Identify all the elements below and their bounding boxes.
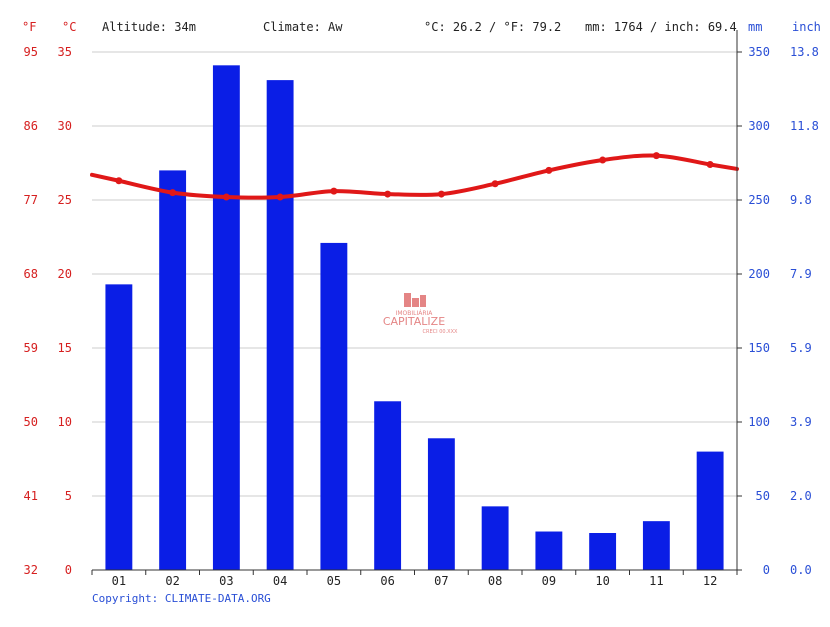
temperature-point xyxy=(491,180,499,188)
temperature-point xyxy=(222,193,230,201)
precipitation-bar xyxy=(159,170,187,570)
precipitation-bar xyxy=(427,438,455,570)
celsius-tick-label: 5 xyxy=(65,489,72,503)
temperature-point xyxy=(330,187,338,195)
month-tick-label: 02 xyxy=(165,574,179,588)
inch-tick-label: 2.0 xyxy=(790,489,812,503)
fahrenheit-tick-label: 77 xyxy=(24,193,38,207)
celsius-tick-label: 20 xyxy=(58,267,72,281)
fahrenheit-unit-label: °F xyxy=(22,20,36,34)
mm-tick-label: 250 xyxy=(748,193,770,207)
mm-tick-label: 150 xyxy=(748,341,770,355)
mm-tick-label: 350 xyxy=(748,45,770,59)
inch-tick-label: 0.0 xyxy=(790,563,812,577)
month-tick-label: 12 xyxy=(703,574,717,588)
celsius-unit-label: °C xyxy=(62,20,76,34)
month-tick-label: 11 xyxy=(649,574,663,588)
precipitation-bars xyxy=(105,65,724,571)
mm-tick-label: 50 xyxy=(756,489,770,503)
mm-tick-label: 300 xyxy=(748,119,770,133)
precipitation-bar xyxy=(642,521,670,570)
temperature-line xyxy=(90,152,739,201)
mm-unit-label: mm xyxy=(748,20,762,34)
celsius-tick-label: 35 xyxy=(58,45,72,59)
precipitation-bar xyxy=(212,65,240,570)
temperature-point xyxy=(115,177,123,185)
inch-tick-label: 11.8 xyxy=(790,119,819,133)
temperature-line-path xyxy=(90,153,739,200)
fahrenheit-tick-label: 86 xyxy=(24,119,38,133)
celsius-tick-label: 0 xyxy=(65,563,72,577)
watermark-brand-text: CAPITALIZE xyxy=(383,315,445,328)
month-tick-label: 05 xyxy=(327,574,341,588)
copyright-label: Copyright: CLIMATE-DATA.ORG xyxy=(92,592,271,605)
fahrenheit-tick-label: 32 xyxy=(24,563,38,577)
celsius-tick-label: 30 xyxy=(58,119,72,133)
fahrenheit-tick-label: 59 xyxy=(24,341,38,355)
celsius-tick-label: 15 xyxy=(58,341,72,355)
watermark-small-text: IMOBILIÁRIA xyxy=(396,310,434,317)
inch-tick-label: 7.9 xyxy=(790,267,812,281)
inch-tick-label: 9.8 xyxy=(790,193,812,207)
precipitation-bar xyxy=(535,531,563,570)
average-temperature-label: °C: 26.2 / °F: 79.2 xyxy=(424,20,561,34)
temperature-point xyxy=(599,156,607,164)
precipitation-bar xyxy=(589,533,617,570)
fahrenheit-tick-label: 95 xyxy=(24,45,38,59)
tick-labels: 32 0 0 0.0 41 5 50 2.0 50 10 100 3.9 59 15 150 5.9 68 20 2… xyxy=(24,45,819,588)
total-precipitation-label: mm: 1764 / inch: 69.4 xyxy=(585,20,737,34)
celsius-tick-label: 25 xyxy=(58,193,72,207)
precipitation-bar xyxy=(320,242,348,571)
altitude-label: Altitude: 34m xyxy=(102,20,196,34)
precipitation-bar xyxy=(374,401,402,570)
precipitation-bar xyxy=(481,506,509,570)
grid-lines xyxy=(92,51,737,497)
month-tick-label: 04 xyxy=(273,574,287,588)
watermark-building-icon-3 xyxy=(420,295,426,307)
mm-tick-label: 200 xyxy=(748,267,770,281)
month-tick-label: 01 xyxy=(112,574,126,588)
month-tick-label: 06 xyxy=(380,574,394,588)
mm-tick-label: 0 xyxy=(763,563,770,577)
temperature-point xyxy=(706,160,714,168)
inch-tick-label: 5.9 xyxy=(790,341,812,355)
watermark-building-icon-2 xyxy=(412,298,419,307)
temperature-point xyxy=(652,152,660,160)
inch-unit-label: inch xyxy=(792,20,821,34)
month-tick-label: 09 xyxy=(542,574,556,588)
mm-tick-label: 100 xyxy=(748,415,770,429)
watermark-logo: IMOBILIÁRIA CAPITALIZE CRECI 00.XXX xyxy=(383,293,458,335)
climate-label: Climate: Aw xyxy=(263,20,343,34)
temperature-point xyxy=(169,189,177,197)
fahrenheit-tick-label: 41 xyxy=(24,489,38,503)
precipitation-bar xyxy=(266,80,294,571)
precipitation-bar xyxy=(696,451,724,570)
axes xyxy=(91,30,742,575)
month-tick-label: 10 xyxy=(595,574,609,588)
precipitation-bar xyxy=(105,284,133,570)
temperature-point xyxy=(276,193,284,201)
fahrenheit-tick-label: 68 xyxy=(24,267,38,281)
inch-tick-label: 13.8 xyxy=(790,45,819,59)
inch-tick-label: 3.9 xyxy=(790,415,812,429)
month-tick-label: 07 xyxy=(434,574,448,588)
watermark-sub-text: CRECI 00.XXX xyxy=(423,329,458,335)
temperature-point xyxy=(437,190,445,198)
watermark-building-icon xyxy=(404,293,411,307)
month-tick-label: 08 xyxy=(488,574,502,588)
month-tick-label: 03 xyxy=(219,574,233,588)
celsius-tick-label: 10 xyxy=(58,415,72,429)
fahrenheit-tick-label: 50 xyxy=(24,415,38,429)
temperature-point xyxy=(545,166,553,174)
temperature-point xyxy=(384,190,392,198)
